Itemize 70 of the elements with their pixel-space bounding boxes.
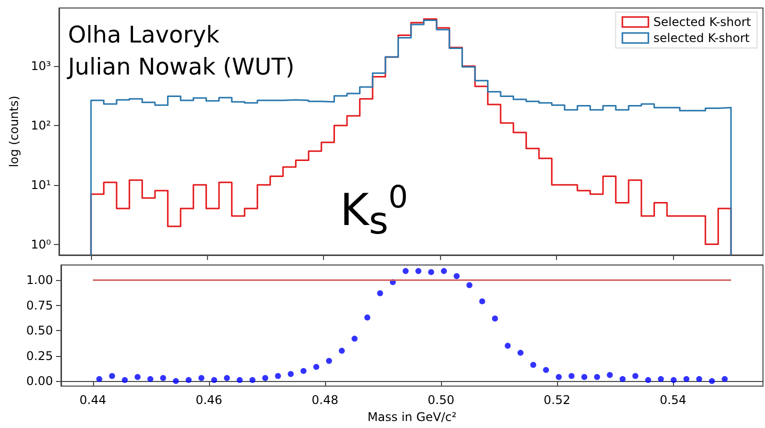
point [543, 366, 550, 373]
point [568, 373, 575, 380]
point [454, 273, 460, 280]
point [313, 364, 320, 370]
point [645, 377, 652, 384]
x-tick-label: 0.46 [196, 393, 222, 408]
point [249, 377, 256, 384]
point [186, 377, 192, 384]
point [620, 376, 626, 382]
point [338, 348, 345, 354]
point [326, 358, 332, 364]
annotation: Julian Nowak (WUT) [66, 54, 295, 80]
point [415, 268, 422, 274]
point [658, 376, 664, 382]
annotation: Olha Lavoryk [68, 22, 220, 48]
x-tick-label: 0.54 [660, 393, 686, 408]
point [160, 375, 166, 382]
point [134, 374, 141, 380]
point [556, 374, 562, 380]
point [530, 362, 536, 368]
point [479, 298, 486, 304]
point [670, 377, 677, 384]
point [300, 368, 307, 374]
point [722, 376, 728, 382]
x-tick-label: 0.44 [80, 393, 106, 408]
point [504, 342, 511, 349]
point [172, 378, 179, 384]
point [122, 377, 128, 384]
point [517, 350, 524, 356]
point [683, 376, 690, 382]
point [696, 376, 702, 382]
point [147, 376, 154, 382]
point [96, 376, 102, 382]
x-tick-label: 0.48 [312, 393, 338, 408]
point [377, 290, 384, 296]
point [466, 282, 472, 288]
point [288, 370, 294, 377]
point [224, 375, 230, 382]
point [402, 268, 409, 274]
y-tick-label: 10² [30, 118, 52, 132]
point [632, 373, 638, 380]
point [606, 372, 613, 378]
point [428, 269, 434, 276]
point [352, 336, 358, 342]
point [262, 375, 268, 382]
y-axis-title: log (counts) [7, 96, 22, 168]
y-tick-label: 10⁰ [30, 237, 52, 252]
point [109, 373, 116, 380]
y-tick-label: 10³ [30, 59, 52, 74]
x-tick-label: 0.52 [544, 393, 570, 408]
point [211, 377, 218, 384]
y-tick-label: 0.75 [26, 298, 53, 312]
point [708, 378, 715, 384]
legend-label: Selected K-short [653, 15, 752, 29]
point [364, 314, 370, 320]
y-tick-label: 0.00 [26, 374, 53, 388]
point [274, 373, 281, 380]
x-axis-title: Mass in GeV/c² [367, 410, 457, 424]
y-tick-label: 0.50 [26, 324, 53, 338]
point [594, 374, 600, 380]
point [198, 375, 204, 382]
y-tick-label: 10¹ [30, 178, 52, 192]
x-tick-label: 0.50 [428, 393, 454, 408]
legend-label: selected K-short [653, 31, 750, 45]
point [236, 377, 243, 384]
point [581, 374, 588, 380]
point [492, 315, 498, 322]
y-tick-label: 0.25 [26, 348, 53, 363]
point [440, 268, 447, 274]
y-tick-label: 1.00 [26, 273, 53, 288]
